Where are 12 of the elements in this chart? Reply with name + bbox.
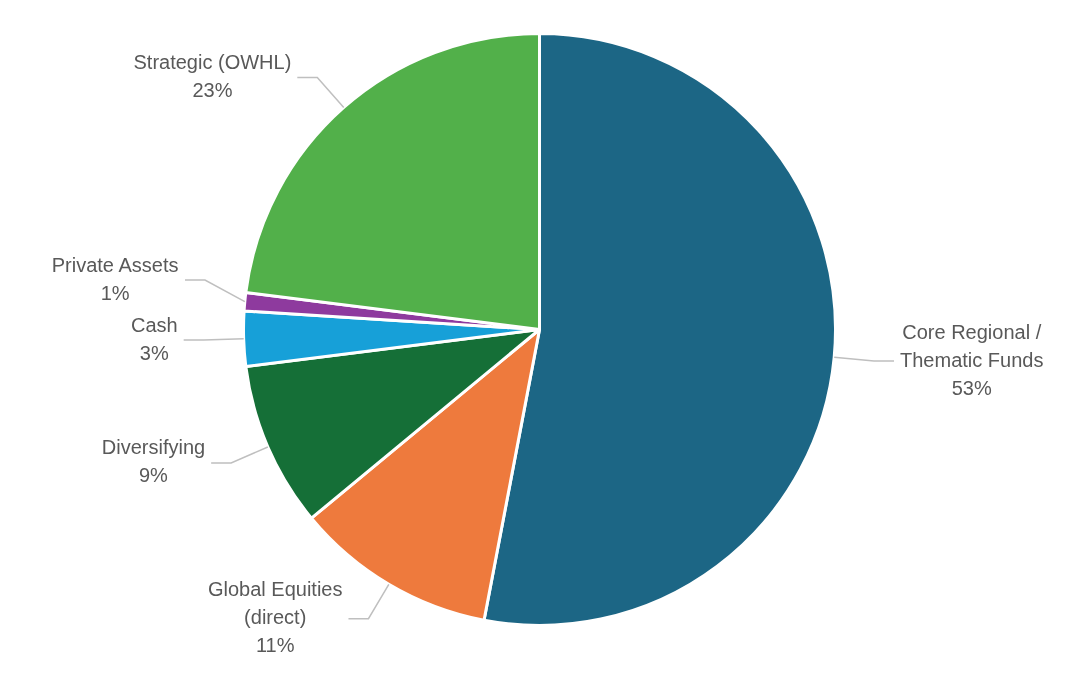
slice-label: Strategic (OWHL) [133, 50, 292, 73]
data-label: 1% [100, 281, 130, 304]
data-label: 23% [192, 78, 233, 101]
slice-label: Global Equities (direct) [207, 578, 343, 629]
slice-label: Cash [130, 313, 178, 336]
data-label: 11% [255, 634, 295, 657]
data-label: 9% [139, 464, 169, 487]
slice-label: Private Assets [51, 253, 179, 276]
slice-label: Core Regional / Thematic Funds [900, 320, 1044, 371]
data-label: 53% [951, 376, 992, 399]
data-label: 3% [139, 341, 169, 364]
slice-label: Diversifying [101, 436, 206, 459]
